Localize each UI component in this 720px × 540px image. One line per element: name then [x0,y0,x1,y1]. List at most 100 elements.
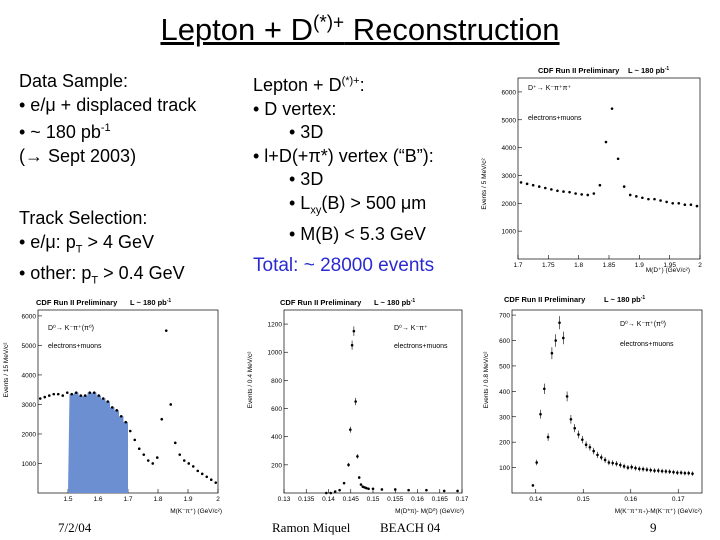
data-point [525,182,529,186]
plot-ylabel: Events / 5 MeV/c² [481,158,488,210]
data-point [539,412,542,416]
data-point [671,202,674,205]
data-point [641,467,645,471]
data-point [357,476,361,479]
data-point [683,471,687,475]
bullet-luminosity: • ~ 180 pb-1 [19,122,111,142]
plot-header: CDF Run II Preliminary [36,298,118,307]
y-tick-label: 3000 [502,173,517,180]
data-point [607,461,611,464]
y-tick-label: 200 [271,462,282,469]
plot-lumi: L ~ 180 pb-1 [604,295,645,304]
data-point [574,192,577,195]
data-point [324,491,328,495]
data-point [653,469,656,472]
plot-sample-label: electrons+muons [620,341,674,348]
y-tick-label: 4000 [22,372,37,379]
data-point [683,203,687,206]
data-point [687,471,690,475]
y-tick-label: 1000 [268,350,283,357]
plot-sample-label: electrons+muons [48,343,102,350]
data-point [535,461,538,464]
data-point [657,469,660,472]
data-point [619,463,622,467]
slide-title: Lepton + D(*)+ Reconstruction [160,12,560,47]
data-point [365,486,368,490]
x-tick-label: 1.6 [93,496,102,503]
data-point [347,463,350,467]
plot-frame [511,309,703,494]
x-tick-label: 0.155 [387,496,404,503]
data-point [119,414,123,418]
data-point [581,438,584,441]
x-tick-label: 1.8 [153,496,162,503]
data-point [205,475,209,479]
middle-text-column: Lepton + D(*)+: • D vertex: • 3D • l+D(+… [253,70,478,246]
data-point [586,193,590,197]
data-point [584,443,588,447]
data-point [556,189,559,193]
data-point [142,453,146,456]
data-point [338,488,341,492]
x-tick-label: 0.14 [529,496,542,503]
data-point [146,459,150,462]
data-point [354,400,357,403]
plot-decay-label: D⁰→ K⁻π⁺(π⁰) [48,324,94,332]
plot-ylabel: Events / 0.4 MeV/c² [247,351,254,409]
data-point [638,467,641,471]
data-point [577,433,580,436]
data-point [425,488,428,492]
y-tick-label: 1000 [502,229,517,236]
data-point [610,107,614,110]
data-point [588,445,592,449]
y-tick-label: 800 [271,378,282,385]
data-point [565,395,569,398]
footer-date: 7/2/04 [58,520,92,535]
plot-xlabel: M(D*π)- M(D⁰) (GeV/c²) [395,507,464,515]
data-point [592,449,595,453]
x-tick-label: 2 [216,496,220,503]
data-point [128,429,132,433]
y-tick-label: 5000 [502,117,517,124]
data-point [622,185,626,188]
plot-d0-mass: CDF Run II Preliminary L ~ 180 pb-1 D⁰→ … [0,290,228,515]
y-tick-label: 5000 [22,343,37,350]
data-point [691,472,694,475]
data-point [151,462,155,465]
x-tick-label: 1.75 [542,262,555,269]
data-point [187,462,191,465]
data-point [664,470,668,473]
data-sample-heading: Data Sample: [19,71,129,91]
data-point [83,394,87,397]
y-tick-label: 700 [499,313,510,320]
plot-decay-label: D⁰→ K⁻π⁺(π⁰) [620,320,666,328]
plot-sample-label: electrons+muons [394,343,448,350]
data-point [660,469,664,473]
y-tick-label: 6000 [22,313,37,320]
plot-sample-label: electrons+muons [528,115,582,122]
x-tick-label: 1.95 [663,262,676,269]
data-point [604,140,608,144]
plot-xlabel: M(D⁺) (GeV/c²) [646,267,690,274]
data-point [442,489,446,493]
data-point [329,491,333,495]
bullet-lepton: • e/μ + displaced track [19,94,197,115]
data-point [537,185,541,188]
data-point [380,488,384,491]
left-text-column: Data Sample: • e/μ + displaced track • ~… [19,70,244,293]
data-point [359,483,363,486]
footer-author: Ramon Miquel [272,520,351,535]
y-tick-label: 400 [499,389,510,396]
y-tick-label: 400 [271,434,282,441]
signal-region-fill [68,392,128,493]
data-point [550,188,553,191]
y-tick-label: 2000 [22,431,37,438]
data-point [647,197,650,201]
plot-lumi: L ~ 180 pb-1 [130,298,171,307]
data-point [196,469,200,473]
data-point [61,394,65,397]
data-point [554,339,557,342]
d-vertex-3d: • 3D [289,122,324,142]
data-point [178,453,182,456]
total-events: Total: ~ 28000 events [253,255,435,276]
